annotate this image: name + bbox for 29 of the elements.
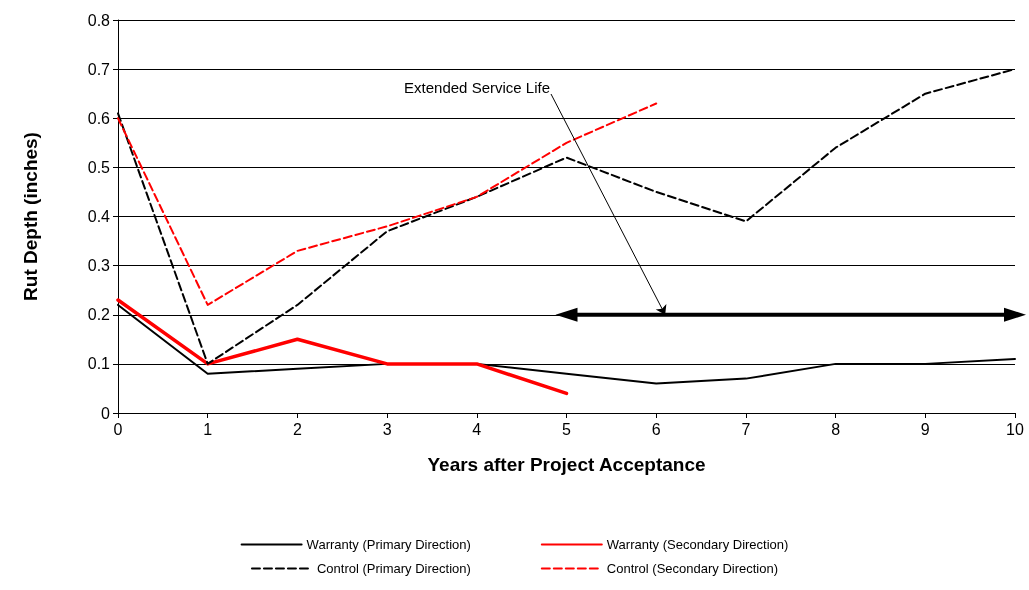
legend-label: Warranty (Primary Direction) xyxy=(306,537,471,552)
x-tick-label: 4 xyxy=(472,420,482,438)
x-tick-label: 9 xyxy=(920,420,930,438)
x-axis-title: Years after Project Acceptance xyxy=(427,454,706,475)
y-tick-label: 0.1 xyxy=(87,355,111,373)
x-tick-label: 2 xyxy=(292,420,302,438)
legend-label: Control (Primary Direction) xyxy=(316,561,471,576)
y-tick-label: 0.2 xyxy=(87,306,111,324)
y-tick-label: 0.4 xyxy=(87,208,111,225)
annotation: Extended Service Life xyxy=(404,79,550,96)
y-tick-label: 0.3 xyxy=(87,257,111,275)
x-tick-label: 1 xyxy=(203,420,213,438)
y-axis-title: Rut Depth (inches) xyxy=(20,132,41,301)
legend-label: Control (Secondary Direction) xyxy=(606,561,779,576)
line-series xyxy=(116,298,569,396)
x-tick-label: 10 xyxy=(1006,420,1024,438)
y-tick-label: 0.6 xyxy=(87,109,111,127)
line-series xyxy=(117,102,658,306)
y-tick-label: 0.5 xyxy=(87,158,111,176)
x-tick-label: 8 xyxy=(831,420,841,438)
x-tick-label: 0 xyxy=(113,420,123,438)
legend-label: Warranty (Secondary Direction) xyxy=(606,537,789,552)
x-tick-label: 3 xyxy=(382,420,392,438)
x-tick-label: 7 xyxy=(741,420,751,438)
y-tick-label: 0.7 xyxy=(87,60,111,78)
x-tick-label: 6 xyxy=(651,420,661,438)
y-tick-label: 0.8 xyxy=(87,11,111,29)
x-tick-label: 5 xyxy=(562,420,572,438)
y-tick-label: 0 xyxy=(101,404,111,422)
